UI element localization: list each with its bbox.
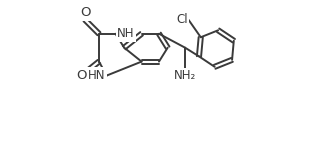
Text: O: O [76,69,87,82]
Text: Cl: Cl [176,13,188,26]
Text: NH: NH [117,27,135,40]
Text: O: O [80,6,90,19]
Text: NH₂: NH₂ [174,69,196,82]
Text: HN: HN [87,69,105,82]
